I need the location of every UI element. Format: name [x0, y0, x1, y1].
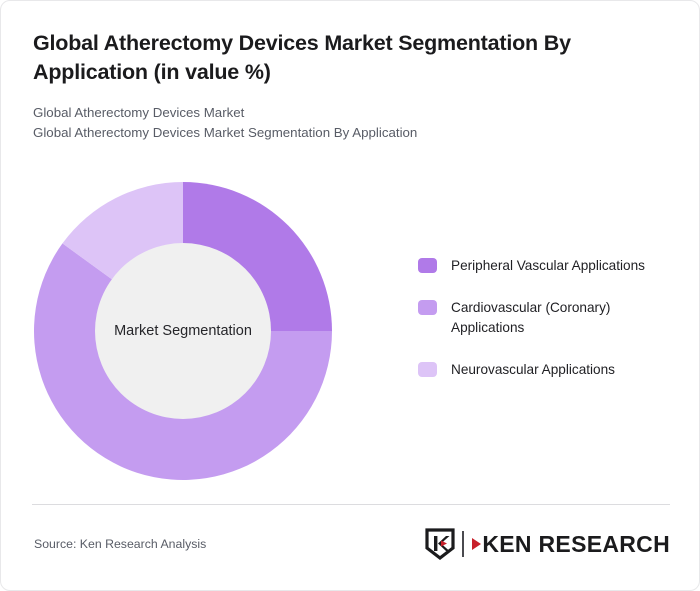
subtitle-segmentation: Global Atherectomy Devices Market Segmen…: [33, 125, 418, 141]
donut-chart: Market Segmentation: [33, 182, 333, 481]
donut-center-circle: [95, 243, 271, 419]
donut-svg: [33, 182, 333, 481]
ken-research-logo: KEN RESEARCH: [425, 525, 670, 563]
subtitle-market: Global Atherectomy Devices Market: [33, 105, 245, 121]
legend-swatch: [418, 300, 437, 316]
logo-text: KEN RESEARCH: [482, 530, 670, 557]
legend-swatch: [418, 258, 437, 273]
legend-item[interactable]: Neurovascular Applications: [418, 360, 680, 379]
chart-header: Global Atherectomy Devices Market Segmen…: [33, 29, 673, 144]
page-title: Global Atherectomy Devices Market Segmen…: [33, 31, 571, 84]
footer-divider: [32, 504, 670, 505]
chart-legend: Peripheral Vascular Applications Cardiova…: [418, 256, 680, 379]
legend-swatch: [418, 361, 437, 377]
logo-wordmark: KEN RESEARCH: [472, 531, 670, 558]
legend-label: Cardiovascular (Coronary) Applications: [451, 300, 611, 335]
legend-item[interactable]: Peripheral Vascular Applications: [418, 256, 680, 275]
logo-triangle-icon: [472, 538, 482, 550]
subtitle-group: Global Atherectomy Devices Market Global…: [33, 103, 673, 143]
legend-label: Peripheral Vascular Applications: [451, 258, 645, 273]
source-note: Source: Ken Research Analysis: [34, 537, 207, 551]
ken-research-shield-icon: [425, 528, 455, 560]
legend-item[interactable]: Cardiovascular (Coronary) Applications: [418, 298, 680, 337]
legend-label: Neurovascular Applications: [451, 361, 615, 377]
logo-divider: [462, 531, 465, 557]
chart-area: Market Segmentation Peripheral Vascular …: [1, 161, 699, 501]
